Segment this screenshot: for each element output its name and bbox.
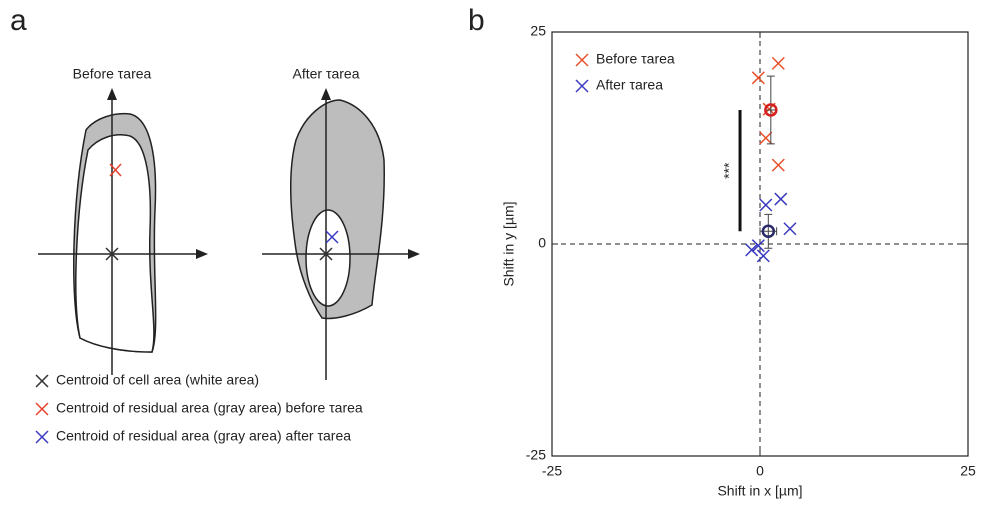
mean-marker bbox=[764, 103, 778, 117]
arrow bbox=[196, 249, 208, 259]
data-point bbox=[771, 56, 785, 70]
diagram-title: After τarea bbox=[292, 66, 359, 82]
panel-a: a Before τarea After τarea Centroid of c… bbox=[10, 4, 420, 444]
data-point bbox=[759, 131, 773, 145]
legend-marker bbox=[575, 79, 589, 93]
legend-text: Centroid of residual area (gray area) be… bbox=[56, 400, 363, 416]
y-tick-label: -25 bbox=[526, 447, 546, 463]
arrow bbox=[107, 88, 117, 100]
x-tick-label: 0 bbox=[756, 463, 764, 479]
arrow bbox=[321, 88, 331, 100]
legend-text: Centroid of cell area (white area) bbox=[56, 372, 259, 388]
y-tick-label: 25 bbox=[530, 23, 546, 39]
diagram-legend: Centroid of cell area (white area) Centro… bbox=[35, 372, 363, 444]
panel-b: b bbox=[468, 4, 485, 37]
arrow bbox=[408, 249, 420, 259]
centroid-marker bbox=[325, 230, 339, 244]
data-point bbox=[751, 71, 765, 85]
legend-marker bbox=[35, 430, 49, 444]
legend-marker bbox=[575, 53, 589, 67]
cell-area bbox=[305, 209, 351, 307]
x-tick-label: -25 bbox=[542, 463, 562, 479]
x-tick-label: 25 bbox=[960, 463, 976, 479]
panel-label: a bbox=[10, 4, 27, 37]
legend-marker bbox=[35, 374, 49, 388]
data-point bbox=[774, 192, 788, 206]
legend-text: After τarea bbox=[596, 77, 663, 93]
centroid-marker bbox=[109, 163, 122, 177]
mean-marker bbox=[761, 224, 776, 239]
legend-text: Before τarea bbox=[596, 51, 675, 67]
cell-area bbox=[75, 134, 155, 353]
centroid-marker bbox=[319, 247, 333, 261]
legend-marker bbox=[35, 402, 49, 416]
data-point bbox=[783, 222, 797, 236]
significance-label: *** bbox=[721, 162, 737, 179]
data-point bbox=[759, 198, 773, 212]
y-tick-label: 0 bbox=[538, 235, 546, 251]
y-axis-label: Shift in y [µm] bbox=[501, 201, 517, 286]
data-point bbox=[771, 158, 785, 172]
data-point bbox=[756, 249, 770, 263]
data-point bbox=[751, 239, 765, 253]
panel-label: b bbox=[468, 4, 485, 37]
x-axis-label: Shift in x [µm] bbox=[717, 483, 802, 499]
legend-text: Centroid of residual area (gray area) af… bbox=[56, 428, 351, 444]
data-point bbox=[745, 243, 759, 257]
diagram-title: Before τarea bbox=[73, 66, 152, 82]
centroid-marker bbox=[105, 247, 119, 261]
